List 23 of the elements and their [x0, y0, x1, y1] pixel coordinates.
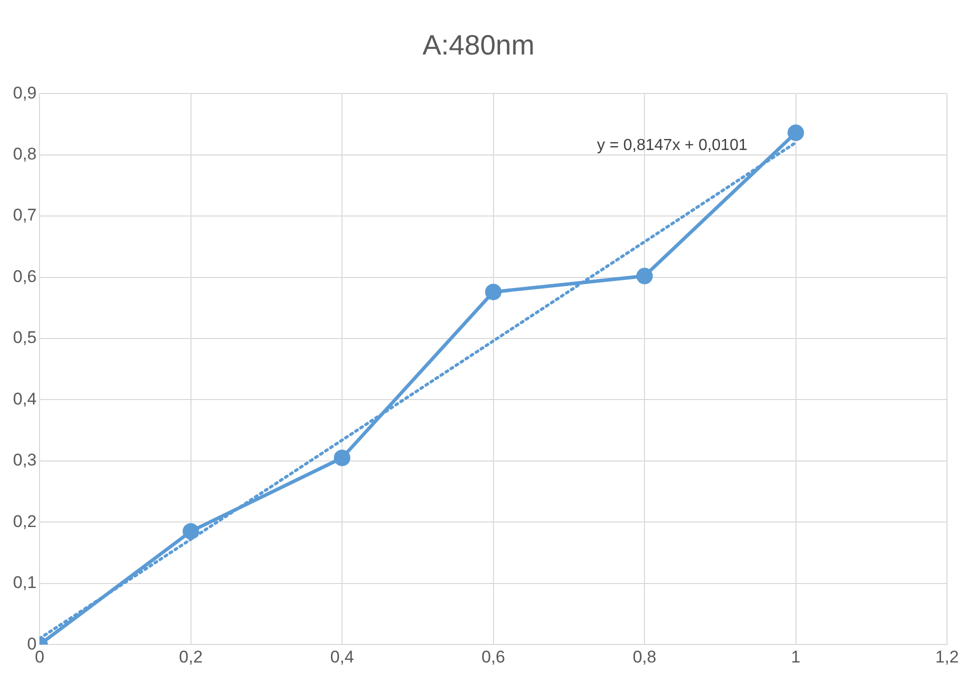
- y-tick-label: 0,5: [12, 328, 37, 348]
- x-tick-label: 0,4: [330, 647, 354, 666]
- point: [485, 284, 502, 300]
- y-tick-label: 0,7: [12, 206, 37, 225]
- point: [334, 450, 350, 466]
- y-tick-label: 0: [27, 634, 37, 654]
- x-tick-label: 1,2: [935, 647, 959, 666]
- point: [636, 268, 653, 284]
- x-tick-label: 0,6: [481, 647, 506, 666]
- y-tick-label: 0,1: [12, 573, 37, 592]
- point: [182, 523, 200, 540]
- x-tick-label: 0,2: [179, 647, 203, 666]
- y-tick-label: 0,3: [12, 450, 37, 470]
- x-tick-label: 1: [791, 647, 801, 666]
- y-tick-label: 0,4: [12, 389, 37, 408]
- point: [788, 124, 804, 142]
- y-tick-label: 0,6: [12, 266, 37, 286]
- y-tick-label: 0,2: [12, 512, 37, 531]
- chart-title: A:480nm: [422, 30, 535, 61]
- y-tick-label: 0,9: [12, 83, 37, 102]
- y-tick-label: 0,8: [12, 144, 37, 164]
- x-tick-label: 0,8: [632, 647, 656, 666]
- annotation: y = 0,8147x + 0,0101: [597, 137, 748, 154]
